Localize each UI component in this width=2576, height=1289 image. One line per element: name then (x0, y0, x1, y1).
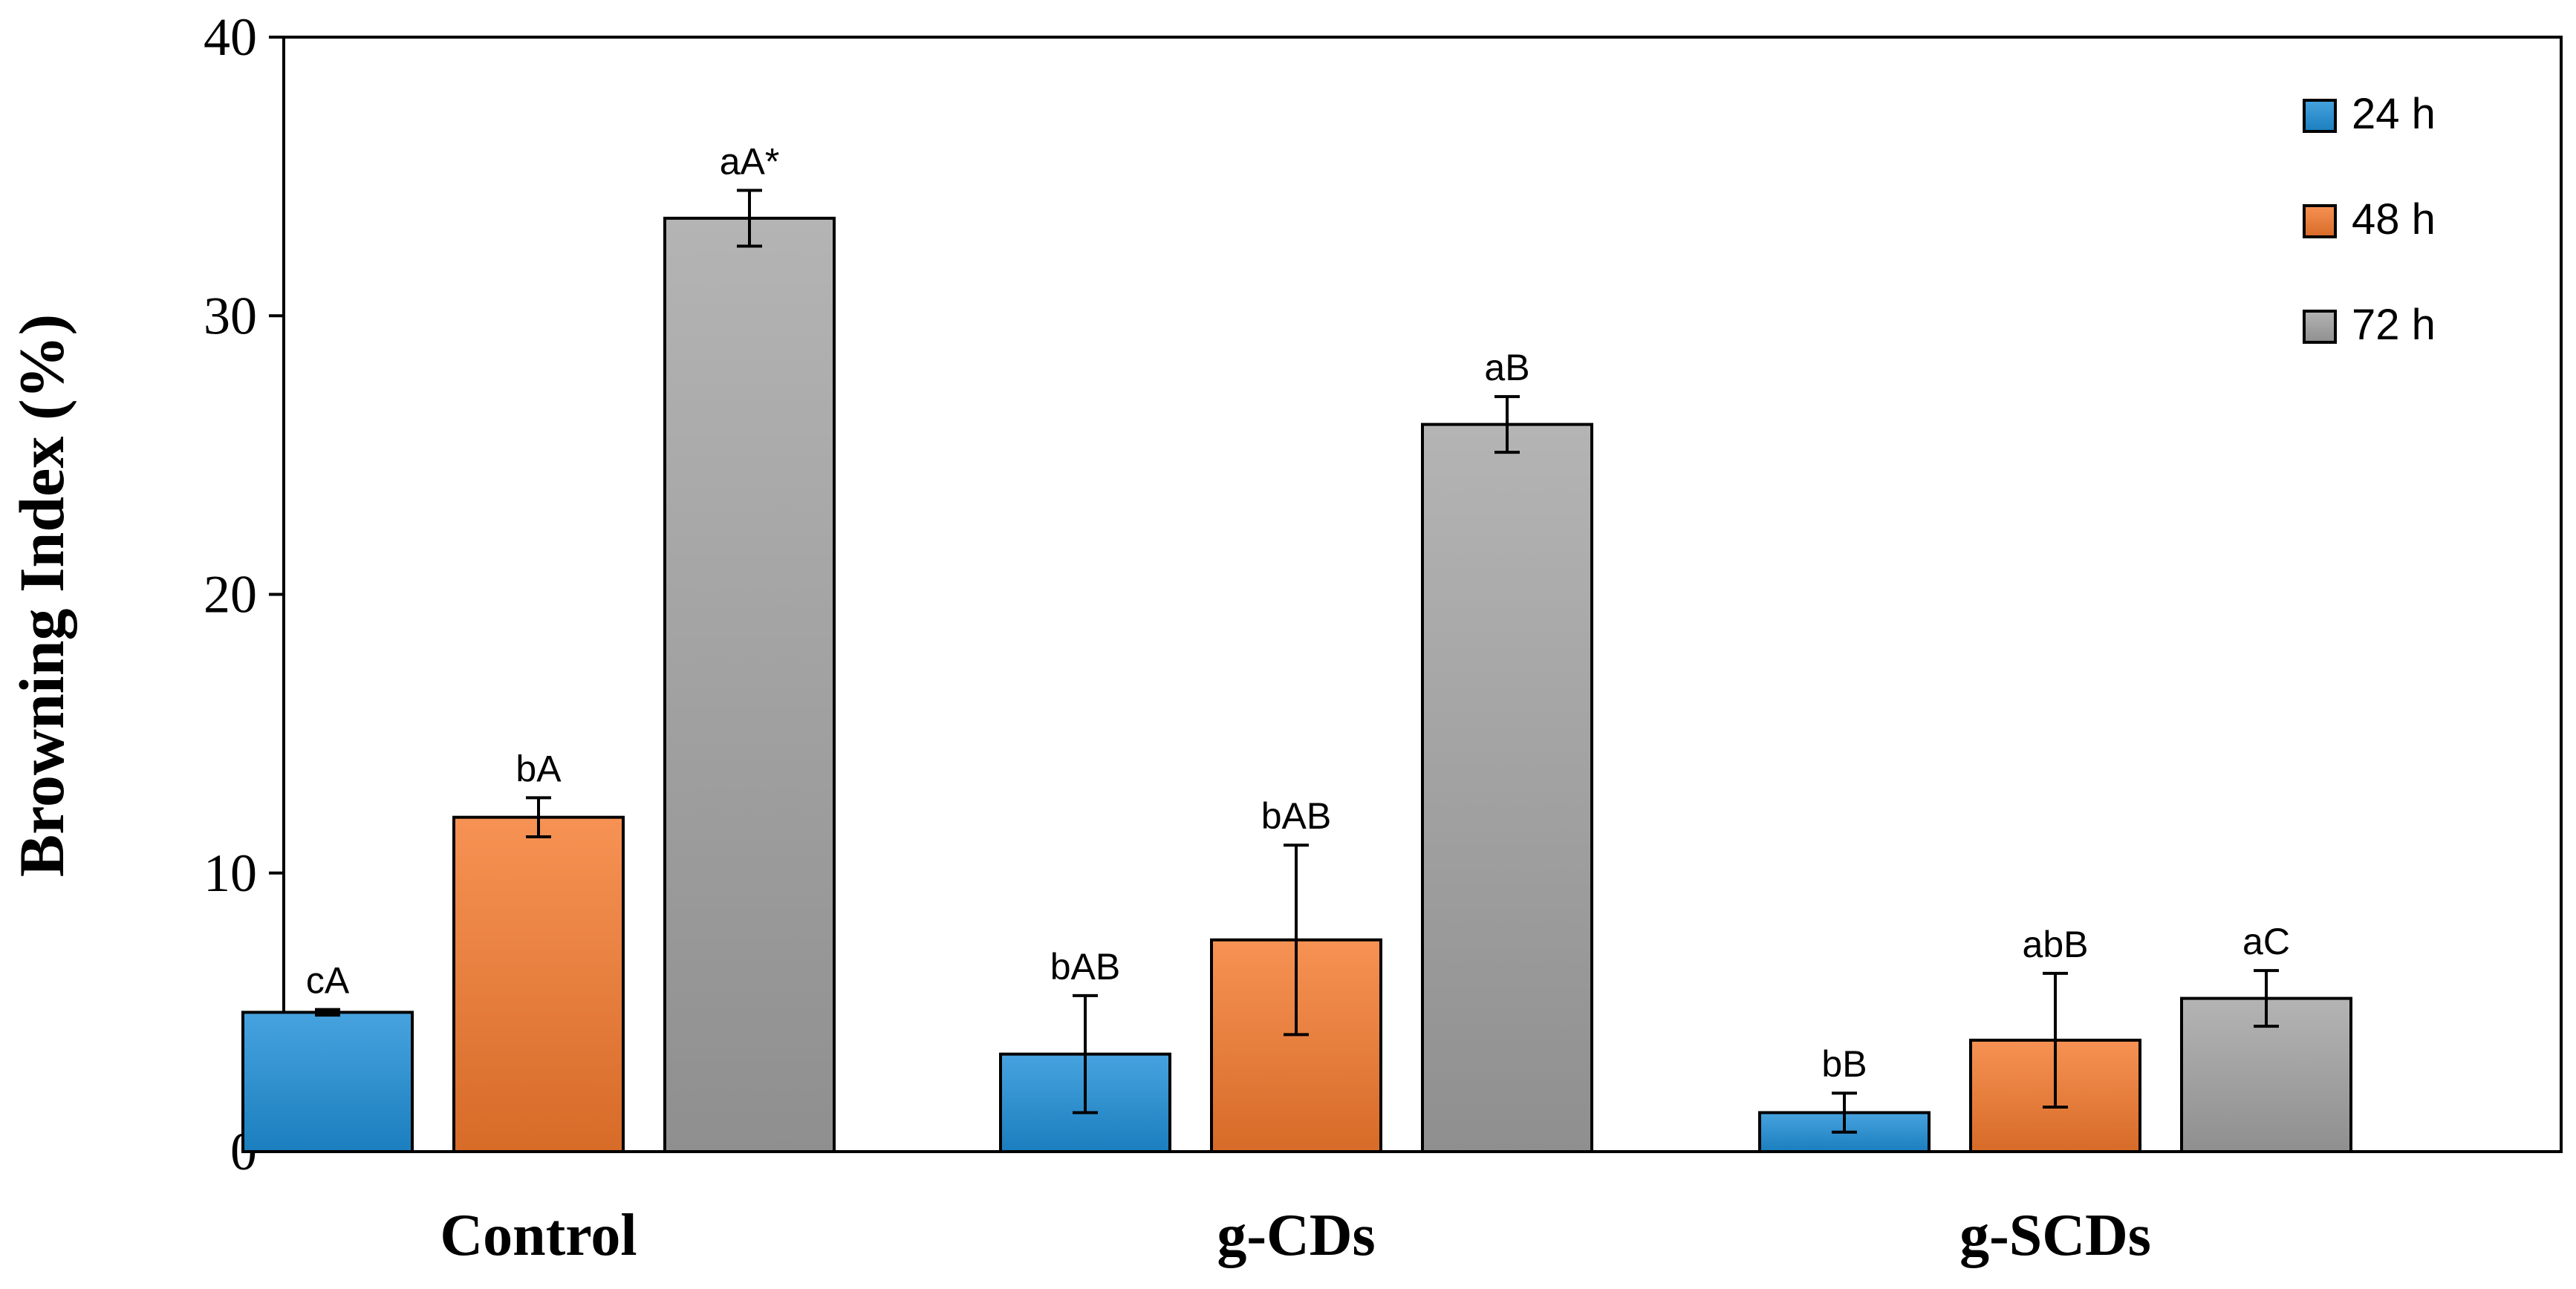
bar-control-48h (452, 815, 625, 1153)
bar-group-control: cA bA aA* (241, 140, 836, 1154)
data-label: bAB (1261, 795, 1332, 837)
legend-label: 24 h (2352, 90, 2436, 138)
x-category-label: g-SCDs (1959, 1203, 2151, 1268)
legend-item: 24 h (2303, 90, 2436, 138)
bar-group-g-scds: bB abB aC (1758, 921, 2352, 1154)
legend: 24 h 48 h 72 h (2303, 90, 2436, 349)
bar-control-72h (663, 216, 836, 1154)
y-axis-title: Browning Index (%) (6, 314, 77, 877)
data-label: bA (515, 748, 562, 789)
bars-layer: cA bA aA* bAB bAB aB bB abB aC (241, 140, 2352, 1154)
legend-label: 48 h (2352, 195, 2436, 244)
x-category-label: Control (440, 1203, 637, 1268)
legend-swatch (2303, 99, 2337, 133)
bar-control-24h (241, 1011, 414, 1153)
error-bar (1284, 843, 1309, 1037)
legend-item: 72 h (2303, 301, 2436, 349)
data-label: aB (1484, 347, 1529, 388)
legend-swatch (2303, 310, 2337, 344)
error-bar (2254, 969, 2279, 1028)
data-label: abB (2023, 924, 2089, 965)
y-tick-label: 30 (204, 286, 257, 345)
y-tick-label: 10 (204, 843, 257, 903)
legend-swatch (2303, 204, 2337, 238)
data-label: bB (1821, 1043, 1867, 1085)
bar-g-cds-72h (1421, 422, 1593, 1153)
error-bar (2043, 971, 2068, 1109)
y-axis: 010203040 (204, 7, 284, 1181)
data-label: aA* (720, 140, 780, 182)
error-bar (1832, 1091, 1857, 1134)
error-bar (737, 189, 762, 248)
error-bar (1494, 395, 1520, 454)
data-label: aC (2242, 921, 2290, 962)
legend-item: 48 h (2303, 195, 2436, 244)
y-tick-label: 40 (204, 7, 257, 67)
legend-label: 72 h (2352, 301, 2436, 349)
data-label: cA (306, 960, 350, 1002)
error-bar (1073, 993, 1098, 1115)
y-tick-label: 20 (204, 565, 257, 624)
error-bar (315, 1008, 340, 1017)
x-axis: Control g-CDs g-SCDs (440, 1203, 2151, 1268)
bar-group-g-cds: bAB bAB aB (999, 347, 1593, 1154)
error-bar (526, 796, 551, 838)
x-category-label: g-CDs (1217, 1203, 1375, 1268)
data-label: bAB (1050, 946, 1121, 988)
